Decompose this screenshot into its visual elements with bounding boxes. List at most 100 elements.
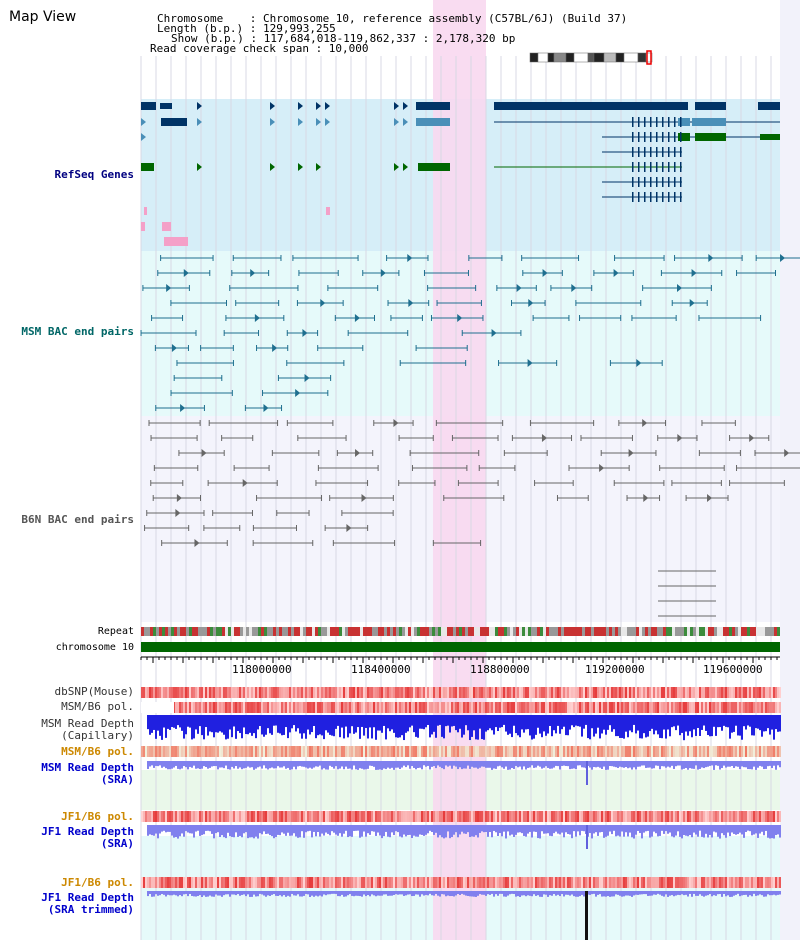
polymorphism-cell xyxy=(469,877,471,888)
depth-bar xyxy=(533,825,535,832)
polymorphism-cell xyxy=(487,811,489,822)
polymorphism-cell xyxy=(679,702,681,713)
depth-bar xyxy=(573,761,575,769)
polymorphism-cell xyxy=(391,687,393,698)
polymorphism-cell xyxy=(501,687,503,698)
depth-bar xyxy=(595,891,597,897)
depth-bar xyxy=(755,825,757,834)
polymorphism-cell xyxy=(315,702,317,713)
depth-bar xyxy=(619,825,621,837)
depth-bar xyxy=(645,761,647,768)
bac-end-marker xyxy=(407,254,413,262)
polymorphism-cell xyxy=(149,746,151,757)
polymorphism-cell xyxy=(647,877,649,888)
repeat-block xyxy=(171,627,174,636)
depth-bar xyxy=(723,715,725,726)
polymorphism-cell xyxy=(411,877,413,888)
polymorphism-cell xyxy=(223,687,225,698)
depth-bar xyxy=(487,715,489,731)
depth-bar xyxy=(263,891,265,896)
polymorphism-cell xyxy=(243,702,245,713)
polymorphism-cell xyxy=(387,811,389,822)
polymorphism-cell xyxy=(215,811,217,822)
depth-bar xyxy=(635,761,637,770)
depth-bar xyxy=(603,761,605,767)
polymorphism-cell xyxy=(405,687,407,698)
repeat-block xyxy=(402,627,405,636)
repeat-block xyxy=(522,627,525,636)
polymorphism-cell xyxy=(385,811,387,822)
polymorphism-cell xyxy=(739,687,741,698)
polymorphism-cell xyxy=(467,702,469,713)
polymorphism-cell xyxy=(379,687,381,698)
track-label-b6n-bac[interactable]: B6N BAC end pairs xyxy=(21,513,134,526)
depth-bar xyxy=(311,761,313,769)
polymorphism-cell xyxy=(253,877,255,888)
polymorphism-cell xyxy=(191,746,193,757)
depth-bar xyxy=(543,825,545,834)
depth-bar xyxy=(663,715,665,730)
depth-bar xyxy=(285,891,287,897)
polymorphism-cell xyxy=(521,746,523,757)
exon xyxy=(644,132,646,142)
polymorphism-cell xyxy=(707,877,709,888)
polymorphism-cell xyxy=(331,746,333,757)
polymorphism-cell xyxy=(509,746,511,757)
polymorphism-cell xyxy=(389,811,391,822)
polymorphism-cell xyxy=(705,877,707,888)
polymorphism-cell xyxy=(277,687,279,698)
depth-bar xyxy=(621,715,623,738)
polymorphism-cell xyxy=(753,687,755,698)
polymorphism-cell xyxy=(481,687,483,698)
depth-bar xyxy=(357,891,359,896)
depth-bar xyxy=(241,761,243,770)
polymorphism-cell xyxy=(251,702,253,713)
polymorphism-cell xyxy=(265,877,267,888)
polymorphism-cell xyxy=(505,702,507,713)
track-label-msm-bac[interactable]: MSM BAC end pairs xyxy=(21,325,134,338)
depth-bar xyxy=(455,715,457,731)
polymorphism-cell xyxy=(417,687,419,698)
polymorphism-cell xyxy=(325,687,327,698)
repeat-block xyxy=(309,627,312,636)
depth-bar xyxy=(365,891,367,897)
depth-bar xyxy=(193,891,195,897)
polymorphism-cell xyxy=(741,877,743,888)
track-label-refseq-genes[interactable]: RefSeq Genes xyxy=(54,168,134,181)
depth-bar xyxy=(201,715,203,736)
polymorphism-cell xyxy=(553,687,555,698)
polymorphism-cell xyxy=(499,811,501,822)
polymorphism-cell xyxy=(329,811,331,822)
depth-bar xyxy=(355,715,357,733)
exon xyxy=(644,192,646,202)
repeat-block xyxy=(207,627,210,636)
polymorphism-cell xyxy=(569,687,571,698)
depth-bar xyxy=(249,715,251,733)
repeat-block xyxy=(693,627,696,636)
repeat-block xyxy=(777,627,780,636)
polymorphism-cell xyxy=(413,877,415,888)
depth-bar xyxy=(147,715,149,730)
depth-bar xyxy=(393,761,395,770)
depth-bar xyxy=(471,715,473,737)
depth-bar xyxy=(565,891,567,895)
depth-bar xyxy=(419,715,421,729)
depth-bar xyxy=(691,761,693,769)
depth-bar xyxy=(191,891,193,896)
polymorphism-cell xyxy=(467,811,469,822)
polymorphism-cell xyxy=(677,687,679,698)
polymorphism-cell xyxy=(365,687,367,698)
repeat-block xyxy=(426,627,429,636)
depth-bar xyxy=(179,761,181,770)
repeat-block xyxy=(531,627,534,636)
polymorphism-cell xyxy=(455,687,457,698)
depth-bar xyxy=(523,891,525,896)
repeat-block xyxy=(537,627,540,636)
polymorphism-cell xyxy=(665,811,667,822)
depth-bar xyxy=(777,891,779,895)
polymorphism-cell xyxy=(517,702,519,713)
depth-bar xyxy=(467,891,469,897)
polymorphism-cell xyxy=(171,687,173,698)
depth-bar xyxy=(189,761,191,767)
